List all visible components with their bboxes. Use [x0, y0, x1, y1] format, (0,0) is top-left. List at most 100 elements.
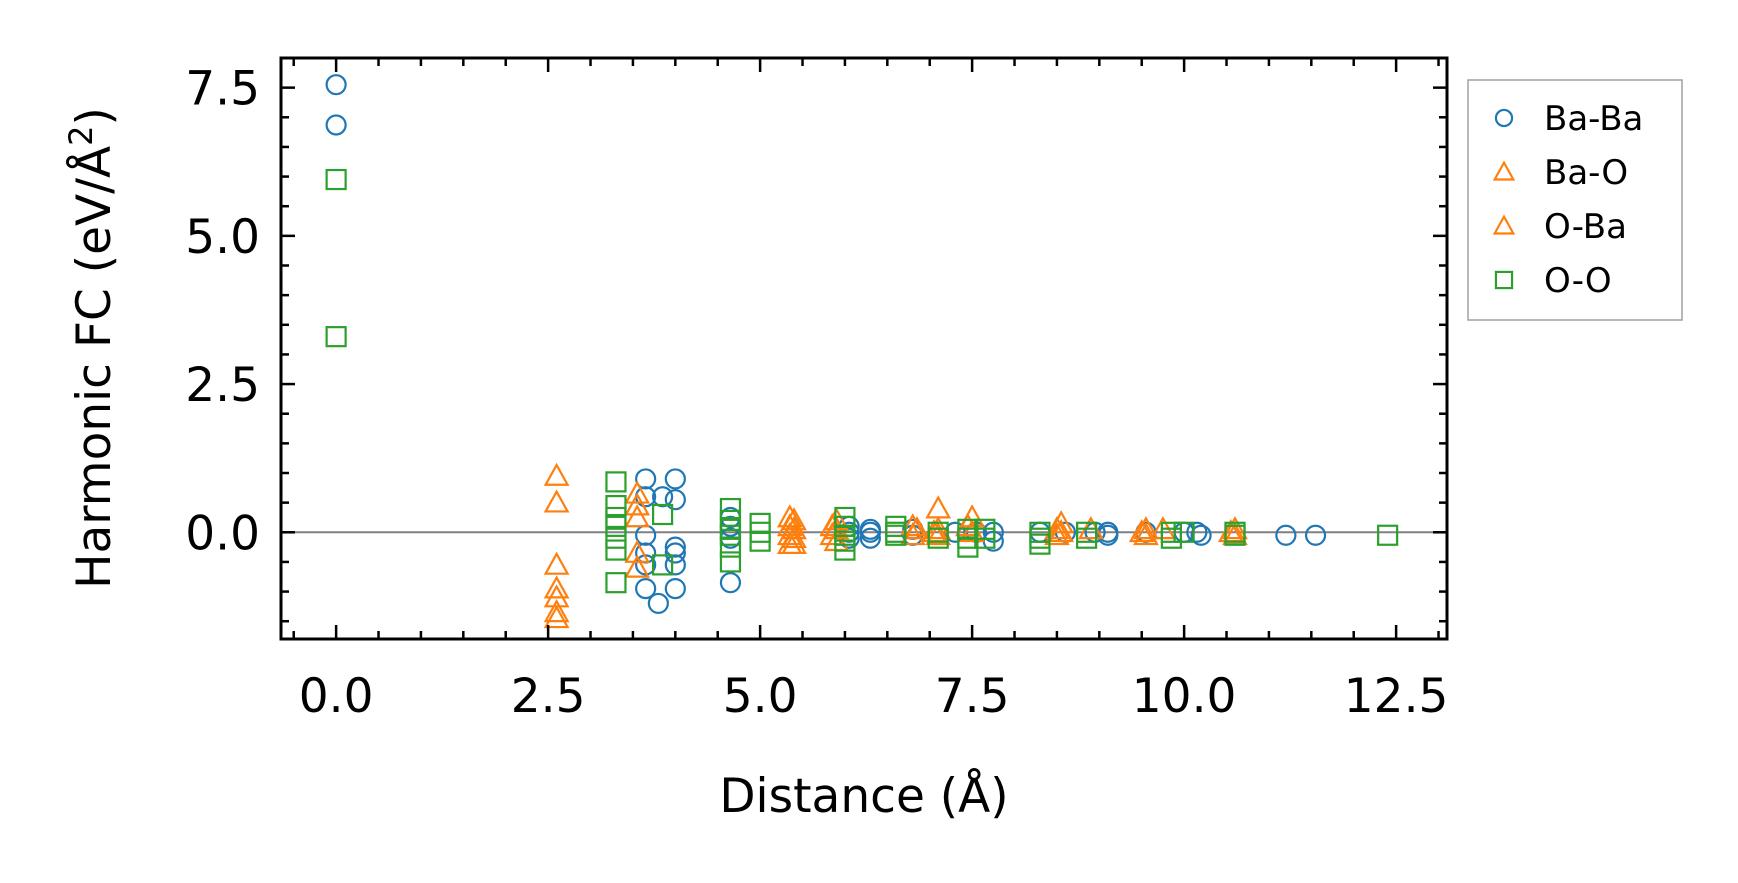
legend-marker: [1494, 270, 1514, 290]
data-point: [605, 572, 627, 594]
data-point: [1029, 533, 1051, 555]
legend-entry: O-Ba: [1492, 207, 1627, 247]
data-point: [1133, 516, 1159, 540]
data-point: [605, 539, 627, 561]
y-tick-label: 7.5: [185, 62, 260, 117]
data-point: [325, 326, 347, 348]
data-point: [543, 489, 570, 513]
data-point: [635, 468, 657, 490]
data-point: [605, 471, 627, 493]
data-point: [543, 551, 570, 575]
x-tick-label: 7.5: [935, 669, 1010, 724]
legend-label: Ba-Ba: [1544, 99, 1643, 139]
data-point: [624, 504, 651, 528]
data-point: [1224, 524, 1246, 546]
data-point: [605, 515, 627, 537]
data-point: [624, 480, 651, 504]
x-tick-label: 2.5: [511, 669, 586, 724]
data-point: [1173, 521, 1195, 543]
data-point: [647, 592, 669, 615]
data-point: [719, 497, 742, 520]
data-point: [1275, 524, 1297, 546]
legend-entry: Ba-O: [1492, 153, 1628, 193]
data-point: [1075, 527, 1098, 549]
data-point: [925, 521, 952, 546]
data-point: [624, 492, 651, 516]
data-point: [719, 524, 742, 546]
plot-frame: [279, 56, 1449, 641]
data-point: [664, 554, 686, 576]
x-tick-label: 5.0: [723, 669, 798, 724]
data-point: [1128, 519, 1155, 543]
legend-entry: O-O: [1494, 261, 1612, 301]
data-point: [664, 542, 686, 564]
data-point: [819, 521, 846, 546]
data-point: [859, 521, 881, 543]
data-point: [1048, 519, 1075, 543]
legend-label: O-Ba: [1544, 207, 1627, 247]
data-point: [899, 513, 926, 537]
legend-items: Ba-Ba Ba-O O-Ba O-O: [1492, 99, 1643, 301]
x-tick-label: 0.0: [299, 669, 374, 724]
y-axis-title-close: ): [67, 107, 122, 125]
data-point: [1186, 521, 1208, 543]
data-point: [605, 495, 627, 517]
data-point: [904, 516, 930, 540]
data-point: [325, 74, 347, 96]
legend-label: O-O: [1544, 261, 1612, 301]
legend-marker: [1494, 108, 1514, 128]
data-point: [1190, 524, 1212, 546]
y-axis-title-superscript: 2: [62, 125, 100, 145]
data-point: [885, 524, 907, 546]
data-point: [651, 554, 674, 576]
y-tick-label: 0.0: [185, 506, 260, 561]
data-point: [781, 516, 807, 540]
data-point: [325, 114, 347, 136]
data-point: [719, 536, 742, 558]
tick-labels-layer: 0.0 2.5 5.0 7.5 10.0 12.5 0.0 2.5 5.0 7.5: [185, 62, 1448, 724]
data-points-layer: [325, 74, 1399, 629]
data-point: [664, 468, 686, 490]
legend-label: Ba-O: [1544, 153, 1628, 193]
data-point: [635, 578, 657, 600]
series-o-o: [325, 168, 1399, 594]
data-point: [749, 530, 771, 552]
data-point: [325, 168, 347, 191]
data-point: [719, 551, 742, 573]
data-point: [927, 527, 949, 549]
data-point: [974, 527, 996, 549]
data-point: [1304, 524, 1327, 546]
data-point: [719, 572, 742, 594]
legend: Ba-Ba Ba-O O-Ba O-O: [1467, 79, 1683, 321]
data-point: [605, 527, 627, 549]
y-axis-title-main: Harmonic FC (eV/Å: [67, 146, 122, 589]
data-point: [664, 536, 686, 558]
data-point: [651, 486, 674, 508]
x-axis-title: Distance (Å): [719, 769, 1008, 824]
data-point: [543, 575, 570, 599]
data-point: [543, 604, 570, 629]
data-point: [543, 462, 570, 486]
data-point: [664, 578, 686, 600]
data-point: [1377, 524, 1399, 546]
y-axis-title: Harmonic FC (eV/Å2): [62, 107, 122, 589]
data-point: [624, 539, 651, 563]
legend-marker: [1492, 214, 1516, 235]
legend-box: [1467, 79, 1683, 321]
data-point: [1044, 521, 1070, 546]
data-point: [781, 524, 807, 549]
legend-entry: Ba-Ba: [1494, 99, 1643, 139]
data-point: [1160, 527, 1183, 549]
data-point: [781, 530, 807, 555]
data-point: [543, 599, 570, 623]
data-point: [1044, 516, 1070, 540]
y-tick-label: 5.0: [185, 210, 260, 265]
y-tick-label: 2.5: [185, 358, 260, 413]
legend-marker: [1492, 160, 1516, 181]
data-point: [834, 539, 856, 561]
data-point: [859, 527, 881, 549]
data-point: [1097, 524, 1119, 546]
x-tick-label: 12.5: [1344, 669, 1449, 724]
data-point: [624, 554, 651, 578]
